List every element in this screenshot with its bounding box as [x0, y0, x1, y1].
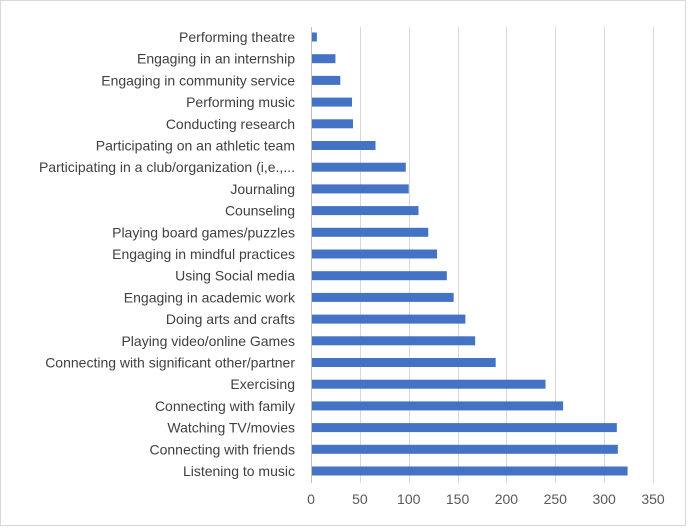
bar	[312, 401, 564, 411]
bar	[312, 227, 429, 237]
bar	[312, 271, 447, 281]
category-label: Conducting research	[166, 116, 295, 132]
bar	[312, 292, 454, 302]
bar	[312, 336, 476, 346]
bar	[312, 141, 376, 150]
category-label: Engaging in mindful practices	[112, 246, 295, 262]
bar	[312, 206, 419, 216]
bar	[312, 162, 406, 172]
x-tick-label: 0	[307, 491, 315, 507]
bar	[312, 314, 466, 324]
category-label: Connecting with friends	[149, 441, 295, 457]
x-tick-label: 50	[352, 491, 368, 507]
bars	[312, 32, 628, 476]
category-label: Engaging in an internship	[137, 51, 295, 67]
x-tick-label: 250	[544, 491, 568, 507]
category-label: Watching TV/movies	[167, 420, 295, 436]
bar	[312, 75, 341, 85]
x-tick-labels: 0 50 100 150 200 250 300 350	[307, 491, 665, 507]
gridlines	[311, 27, 654, 483]
bar	[312, 97, 353, 107]
category-label: Participating in a club/organization (i,…	[39, 159, 295, 175]
bar	[312, 423, 617, 433]
category-label: Using Social media	[175, 268, 295, 284]
x-tick-label: 350	[641, 491, 665, 507]
bar	[312, 54, 336, 64]
category-label: Connecting with significant other/partne…	[45, 355, 295, 371]
bar	[312, 32, 317, 42]
category-label: Exercising	[230, 376, 295, 392]
bar	[312, 358, 496, 367]
bar	[312, 444, 618, 454]
category-label: Performing theatre	[179, 29, 295, 45]
category-label: Connecting with family	[155, 398, 295, 414]
category-label: Performing music	[186, 94, 295, 110]
category-label: Engaging in community service	[101, 72, 295, 88]
x-tick-label: 200	[495, 491, 519, 507]
category-label: Playing video/online Games	[121, 333, 295, 349]
category-label: Doing arts and crafts	[166, 311, 295, 327]
category-label: Listening to music	[183, 463, 295, 479]
category-label: Engaging in academic work	[124, 289, 296, 305]
bar	[312, 379, 546, 389]
x-tick-label: 300	[592, 491, 616, 507]
category-label: Counseling	[225, 203, 295, 219]
bar	[312, 119, 354, 129]
category-label: Participating on an athletic team	[96, 138, 295, 154]
x-tick-label: 100	[397, 491, 421, 507]
x-tick-label: 150	[446, 491, 470, 507]
bar	[312, 184, 409, 194]
bar	[312, 249, 438, 259]
bar	[312, 466, 628, 476]
category-label: Playing board games/puzzles	[112, 224, 295, 240]
category-label: Journaling	[230, 181, 295, 197]
category-labels: Listening to music Connecting with friend…	[39, 29, 296, 479]
